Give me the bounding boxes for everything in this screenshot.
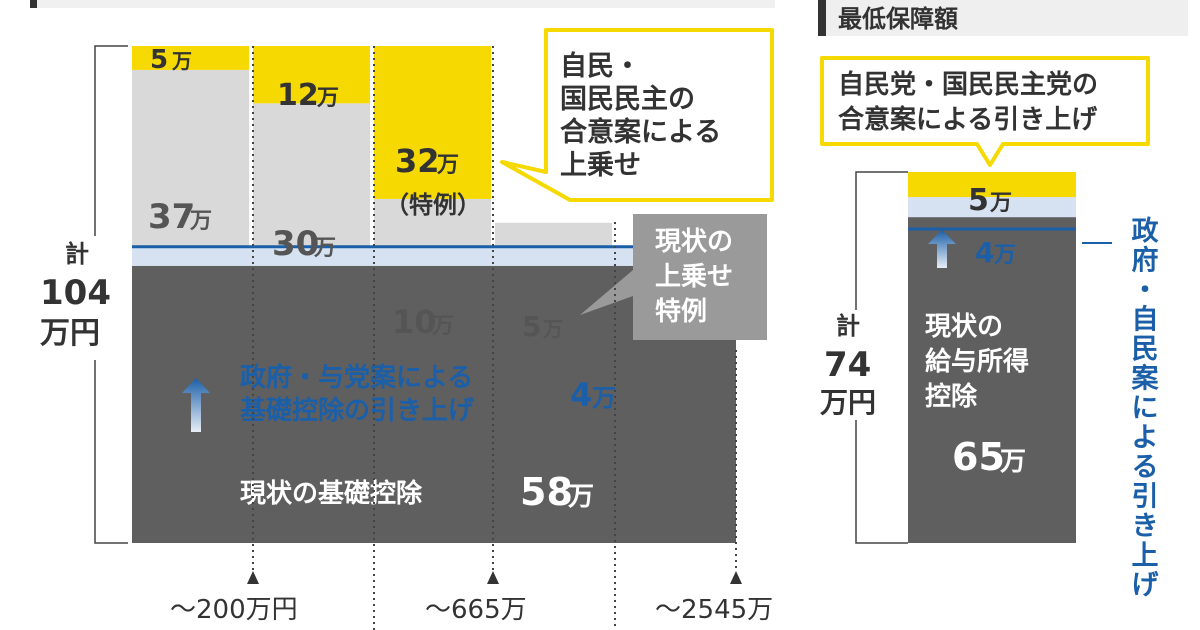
right-base-line2: 給与所得 [925,346,1029,377]
right-increase-unit: 万 [993,243,1016,268]
side-label-char: る [1132,452,1159,483]
side-label-char: ・ [1132,275,1159,306]
x-label-200: ～200万円 [170,595,298,625]
right-base-line1: 現状の [925,312,1003,342]
base-deduction-unit: 万 [568,482,594,512]
side-label-char: 自 [1132,304,1159,336]
right-increase-arrow-icon [928,230,956,268]
right-total-line1: 計 [836,312,860,340]
right-total-line3: 万円 [820,386,876,419]
col3-yellow-note: （特例） [385,191,481,219]
left-total-bg [38,236,120,360]
government-increase-bar [908,197,1076,218]
increase-value: 4 [570,376,592,414]
yellow-callout-line2: 国民民主の [560,84,695,115]
col2-yellow-unit: 万 [316,86,339,111]
right-base-value: 65 [952,435,1005,479]
right-top-value: 5 [968,183,989,218]
right-base-unit: 万 [1000,447,1026,477]
right-total-bg [818,310,894,420]
side-label-char: げ [1132,570,1160,601]
side-label-char: 政 [1132,216,1159,247]
increase-unit: 万 [592,384,616,412]
col1-yellow-unit: 万 [171,49,192,73]
salary-deduction-bar [908,217,1076,543]
agreement-addition-bar-1 [132,46,249,70]
tick-marker-2 [487,571,499,584]
right-top-unit: 万 [989,191,1012,216]
right-header-title: 最低保障額 [838,5,958,33]
col3-gray-value: 10 [392,303,437,341]
special-addition-bar-2 [253,103,370,247]
side-label-char: き [1132,511,1159,542]
left-header-marker [30,0,37,8]
agreement-addition-bar-2 [253,46,370,104]
yellow-callout-line4: 上乗せ [560,150,641,181]
right-callout-bubble [820,56,1150,167]
right-header-band [818,0,1188,36]
gray-callout-bubble [580,214,767,340]
side-label-char: 府 [1132,245,1159,277]
side-label-char: 民 [1132,334,1159,365]
x-label-665: ～665万 [425,595,527,625]
left-total-line2: 104 [40,273,111,313]
base-deduction-label: 現状の基礎控除 [240,478,423,509]
right-total-line2: 74 [824,345,871,385]
tick-marker-3 [730,571,742,584]
right-bars [908,172,1076,543]
agreement-addition-bar-3 [374,46,491,199]
side-label-char: 引 [1132,482,1159,513]
gray-callout-line3: 特例 [655,296,707,327]
increase-label-line1: 政府・与党案による [240,362,473,393]
yellow-callout-line1: 自民・ [560,50,641,82]
side-label-char: 上 [1132,541,1159,572]
yellow-callout-bubble [500,28,774,202]
col3-gray-unit: 万 [431,314,454,339]
right-callout-line1: 自民党・国民民主党の [838,69,1098,100]
col2-gray-unit: 万 [313,236,336,261]
special-addition-bar-4 [495,222,612,247]
special-addition-bar-3 [374,198,491,247]
left-total-line1: 計 [65,240,89,268]
col2-yellow-value: 12 [277,78,319,113]
col1-gray-unit: 万 [189,209,212,234]
col1-yellow-value: 5 [150,45,168,75]
left-total-line3: 万円 [40,316,100,351]
right-callout-line2: 合意案による引き上げ [838,104,1098,135]
yellow-callout-line3: 合意案による [560,116,721,148]
right-base-line3: 控除 [925,381,978,412]
tick-marker-1 [247,571,259,584]
base-deduction-value: 58 [520,470,573,514]
col3-yellow-value: 32 [395,142,440,180]
right-increase-value: 4 [975,236,994,269]
increase-label-line2: 基礎控除の引き上げ [240,395,475,426]
x-label-2545: ～2545万 [655,595,773,625]
left-header-band [30,0,775,8]
col1-gray-value: 37 [148,197,195,237]
income-guides [252,46,737,630]
agreement-increase-bar [908,172,1076,198]
special-addition-bar-1 [132,69,249,247]
side-label-char: よ [1132,423,1159,454]
gray-callout-line1: 現状の [655,227,733,257]
col3-yellow-unit: 万 [436,153,459,178]
col4-gray-value: 5 [522,310,541,343]
gray-callout-line2: 上乗せ [655,262,733,292]
col4-gray-unit: 万 [542,317,563,341]
right-header-marker [818,0,826,36]
left-bars [132,46,612,247]
side-label-char: 案 [1131,363,1160,395]
increase-band [132,246,736,266]
col2-gray-value: 30 [272,224,319,264]
increase-arrow-icon [182,378,210,432]
side-label-char: に [1132,393,1159,424]
